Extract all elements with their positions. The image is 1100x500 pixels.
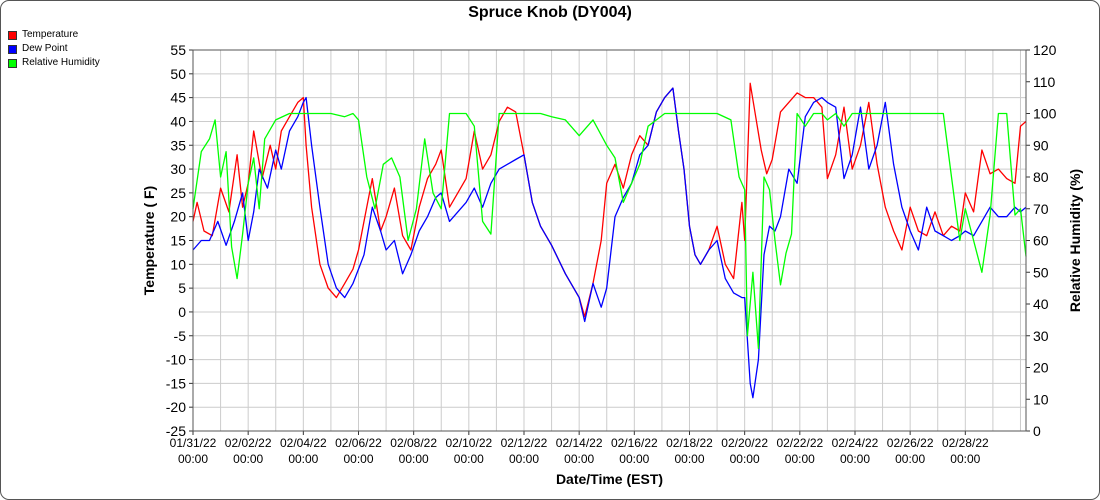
- y-tick-label-left: 20: [170, 209, 186, 225]
- y-tick-label-right: 100: [1033, 106, 1057, 122]
- y-tick-label-left: 0: [178, 304, 186, 320]
- y-tick-label-left: 35: [170, 137, 186, 153]
- legend: Temperature Dew Point Relative Humidity: [8, 28, 100, 70]
- legend-label: Dew Point: [22, 43, 68, 54]
- x-tick-label-date: 02/08/22: [390, 436, 437, 450]
- y-tick-label-right: 90: [1033, 137, 1049, 153]
- y-tick-label-left: 45: [170, 90, 186, 106]
- y-tick-label-right: 10: [1033, 391, 1049, 407]
- x-tick-label-time: 00:00: [343, 452, 373, 466]
- legend-swatch: [8, 44, 17, 54]
- y-tick-label-left: -15: [166, 375, 186, 391]
- y-tick-label-left: 25: [170, 185, 186, 201]
- y-tick-label-left: 30: [170, 161, 186, 177]
- x-tick-label-date: 02/16/22: [611, 436, 658, 450]
- y-tick-label-left: 10: [170, 256, 186, 272]
- x-tick-label-time: 00:00: [840, 452, 870, 466]
- y-tick-label-right: 30: [1033, 328, 1049, 344]
- y-tick-label-left: -25: [166, 423, 186, 439]
- legend-item: Dew Point: [8, 42, 100, 56]
- x-tick-label-date: 02/24/22: [832, 436, 879, 450]
- x-tick-label-time: 00:00: [288, 452, 318, 466]
- x-tick-label-time: 00:00: [619, 452, 649, 466]
- legend-item: Relative Humidity: [8, 56, 100, 70]
- y-axis-label-right: Relative Humidity (%): [1067, 169, 1083, 312]
- series-line-temperature: [192, 82, 1027, 318]
- x-tick-label-date: 02/20/22: [721, 436, 768, 450]
- legend-swatch: [8, 58, 17, 68]
- x-tick-label-time: 00:00: [509, 452, 539, 466]
- y-axis-label-left: Temperature ( F): [141, 186, 157, 295]
- x-tick-label-date: 01/31/22: [170, 436, 217, 450]
- chart-title: Spruce Knob (DY004): [468, 4, 632, 21]
- x-tick-label-time: 00:00: [674, 452, 704, 466]
- x-tick-label-time: 00:00: [233, 452, 263, 466]
- y-tick-label-left: 15: [170, 233, 186, 249]
- x-tick-label-date: 02/22/22: [776, 436, 823, 450]
- y-tick-label-left: 40: [170, 113, 186, 129]
- legend-item: Temperature: [8, 28, 100, 42]
- x-tick-label-time: 00:00: [785, 452, 815, 466]
- y-tick-label-left: 5: [178, 280, 186, 296]
- x-tick-label-time: 00:00: [895, 452, 925, 466]
- x-tick-label-date: 02/10/22: [445, 436, 492, 450]
- x-tick-label-date: 02/12/22: [501, 436, 548, 450]
- y-tick-label-left: -5: [174, 328, 187, 344]
- x-axis-label: Date/Time (EST): [556, 471, 663, 487]
- y-tick-label-right: 80: [1033, 169, 1049, 185]
- y-tick-label-right: 110: [1033, 74, 1056, 90]
- y-tick-label-right: 50: [1033, 264, 1049, 280]
- y-tick-label-right: 40: [1033, 296, 1049, 312]
- legend-label: Relative Humidity: [22, 57, 100, 68]
- x-tick-label-time: 00:00: [564, 452, 594, 466]
- y-tick-label-right: 20: [1033, 360, 1049, 376]
- legend-swatch: [8, 30, 17, 40]
- x-tick-label-time: 00:00: [730, 452, 760, 466]
- x-tick-label-date: 02/18/22: [666, 436, 713, 450]
- x-tick-label-time: 00:00: [178, 452, 208, 466]
- x-tick-label-date: 02/26/22: [887, 436, 934, 450]
- plot-border: [192, 49, 1027, 432]
- series-line-relative-humidity: [192, 112, 1027, 350]
- y-tick-label-left: -10: [166, 352, 186, 368]
- y-tick-label-left: -20: [166, 399, 186, 415]
- series-line-dew-point: [192, 87, 1027, 399]
- y-tick-label-right: 70: [1033, 201, 1049, 217]
- y-tick-label-right: 60: [1033, 233, 1049, 249]
- y-tick-label-left: 55: [170, 42, 186, 58]
- x-tick-label-date: 02/06/22: [335, 436, 382, 450]
- y-tick-label-left: 50: [170, 66, 186, 82]
- x-tick-label-date: 02/02/22: [225, 436, 272, 450]
- x-tick-label-date: 02/04/22: [280, 436, 327, 450]
- x-tick-label-time: 00:00: [950, 452, 980, 466]
- x-tick-label-date: 02/14/22: [556, 436, 603, 450]
- legend-label: Temperature: [22, 29, 79, 40]
- y-tick-label-right: 120: [1033, 42, 1057, 58]
- x-tick-label-date: 02/28/22: [942, 436, 989, 450]
- y-tick-label-right: 0: [1033, 423, 1041, 439]
- x-tick-label-time: 00:00: [454, 452, 484, 466]
- x-tick-label-time: 00:00: [399, 452, 429, 466]
